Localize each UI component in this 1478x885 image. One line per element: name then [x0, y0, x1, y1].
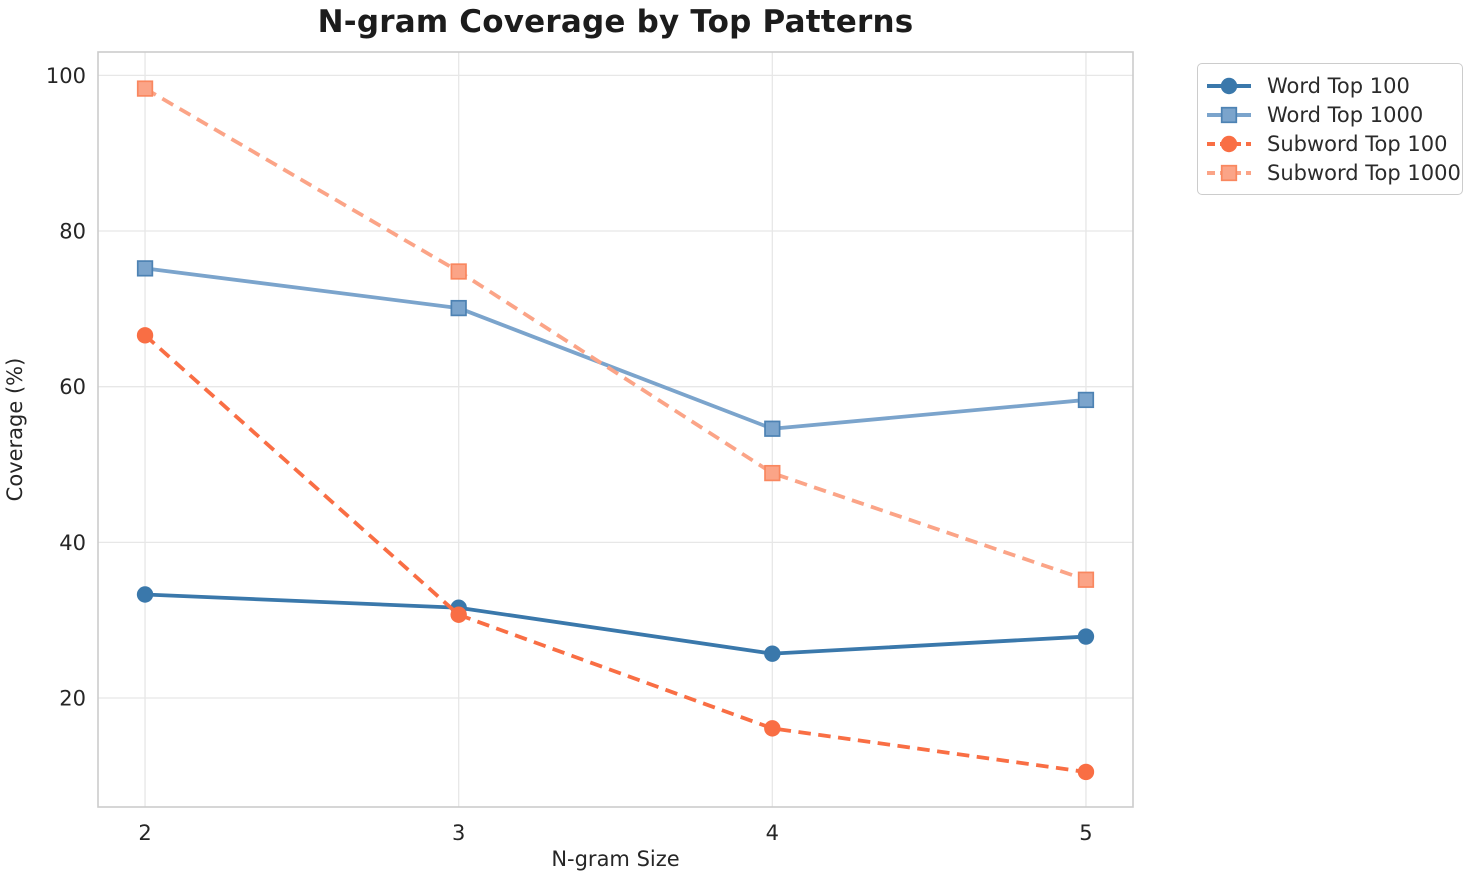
legend-label: Word Top 1000 — [1267, 102, 1424, 127]
series-subword-top-100 — [136, 327, 1095, 781]
svg-text:40: 40 — [59, 531, 86, 555]
series-word-top-1000 — [136, 260, 1095, 437]
x-axis-label: N-gram Size — [551, 847, 679, 871]
svg-text:2: 2 — [138, 821, 151, 845]
svg-text:100: 100 — [46, 64, 86, 88]
svg-text:80: 80 — [59, 220, 86, 244]
legend-label: Word Top 100 — [1267, 73, 1410, 98]
svg-text:60: 60 — [59, 375, 86, 399]
legend-sample-word-top-1000 — [1207, 106, 1251, 123]
y-axis-label: Coverage (%) — [3, 358, 27, 502]
legend-sample-subword-top-1000 — [1207, 164, 1251, 181]
legend-label: Subword Top 1000 — [1267, 160, 1461, 185]
legend: Word Top 100 Word Top 1000 Subword Top 1… — [1197, 63, 1463, 195]
svg-text:4: 4 — [766, 821, 779, 845]
chart-title: N-gram Coverage by Top Patterns — [317, 4, 914, 40]
plot-spines — [97, 51, 1134, 808]
svg-text:20: 20 — [59, 687, 86, 711]
y-axis-tick-labels: 20 40 60 80 100 — [46, 64, 86, 711]
svg-text:5: 5 — [1079, 821, 1092, 845]
series-subword-top-1000 — [136, 80, 1095, 588]
legend-item-subword-top-1000: Subword Top 1000 — [1206, 158, 1461, 187]
legend-item-subword-top-100: Subword Top 100 — [1206, 129, 1452, 158]
legend-sample-subword-top-100 — [1207, 135, 1251, 152]
legend-item-word-top-100: Word Top 100 — [1206, 71, 1452, 100]
series-word-top-100 — [136, 586, 1095, 662]
legend-label: Subword Top 100 — [1267, 131, 1448, 156]
legend-sample-word-top-100 — [1207, 77, 1251, 94]
x-axis-tick-labels: 2 3 4 5 — [138, 821, 1092, 845]
legend-item-word-top-1000: Word Top 1000 — [1206, 100, 1452, 129]
svg-text:3: 3 — [452, 821, 465, 845]
